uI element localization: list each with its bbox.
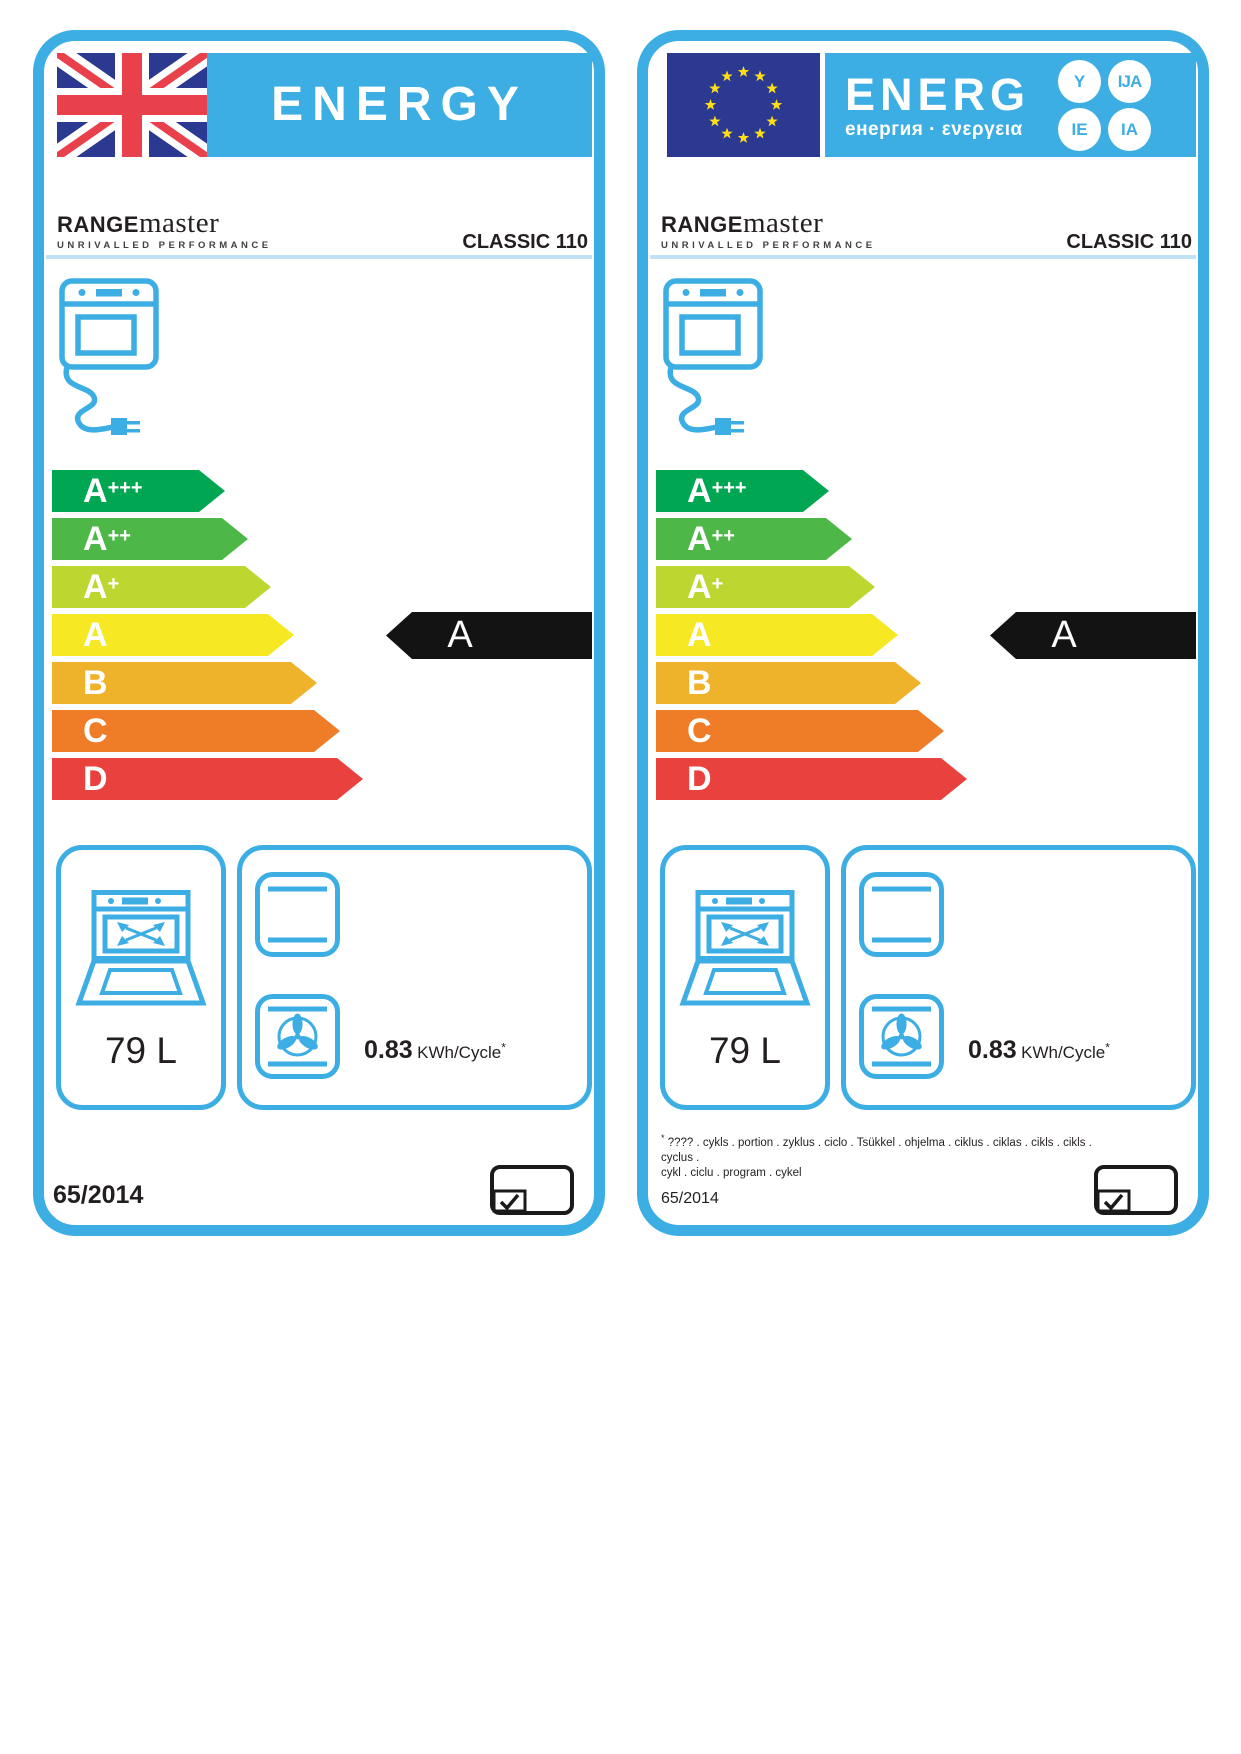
rating-indicator-arrow: A bbox=[386, 612, 592, 659]
brand-name-light: master bbox=[742, 207, 824, 239]
grade-letter: A bbox=[83, 568, 108, 606]
footnote-mark: * bbox=[661, 1133, 665, 1143]
consumption-text: 0.83 KWh/Cycle* bbox=[968, 1036, 1110, 1065]
fiche-checkbox-icon bbox=[1094, 1165, 1178, 1215]
model-name: CLASSIC 110 bbox=[462, 231, 588, 253]
grade-sup: + bbox=[107, 573, 120, 595]
consumption-unit: KWh/Cycle bbox=[417, 1043, 502, 1062]
regulation-number: 65/2014 bbox=[661, 1190, 719, 1207]
grade-letter: A bbox=[687, 520, 712, 558]
grade-letter: C bbox=[83, 712, 108, 750]
grade-arrow-a: A bbox=[656, 614, 898, 656]
grade-letter: A bbox=[687, 616, 712, 654]
rating-value: A bbox=[447, 614, 473, 656]
grade-sup: ++ bbox=[107, 525, 131, 547]
uk-flag-icon bbox=[57, 53, 207, 157]
capacity-box: 79 L bbox=[56, 845, 226, 1110]
grade-arrow-a+: A+ bbox=[52, 566, 271, 608]
energy-title: ENERG bbox=[845, 68, 1031, 120]
grade-arrow-a++: A++ bbox=[656, 518, 852, 560]
brand-logo: RANGEmaster UNRIVALLED PERFORMANCE bbox=[57, 209, 272, 251]
grade-arrow-a: A bbox=[52, 614, 294, 656]
conventional-oven-icon bbox=[859, 872, 944, 957]
grade-sup: +++ bbox=[711, 477, 747, 499]
oven-capacity-icon bbox=[678, 890, 812, 1008]
fan-oven-icon bbox=[255, 994, 340, 1079]
lang-suffix-ie: IE bbox=[1058, 108, 1101, 151]
grade-arrow-b: B bbox=[656, 662, 921, 704]
consumption-box: 0.83 KWh/Cycle* bbox=[841, 845, 1196, 1110]
consumption-footnote-mark: * bbox=[501, 1040, 506, 1055]
brand-name-light: master bbox=[138, 207, 220, 239]
grade-letter: D bbox=[83, 760, 108, 798]
grade-letter: A bbox=[687, 472, 712, 510]
consumption-value: 0.83 bbox=[968, 1036, 1017, 1064]
divider-rule bbox=[650, 255, 1196, 259]
consumption-box: 0.83 KWh/Cycle* bbox=[237, 845, 592, 1110]
energy-banner: ENERGY bbox=[207, 53, 592, 157]
divider-rule bbox=[46, 255, 592, 259]
oven-capacity-icon bbox=[74, 890, 208, 1008]
energy-label-uk: ENERGY RANGEmaster UNRIVALLED PERFORMANC… bbox=[33, 30, 605, 1236]
fiche-checkbox-icon bbox=[490, 1165, 574, 1215]
fan-oven-icon bbox=[859, 994, 944, 1079]
brand-tagline: UNRIVALLED PERFORMANCE bbox=[57, 240, 272, 251]
grade-sup: + bbox=[711, 573, 724, 595]
energy-label-eu: ENERG енергия · ενεργεια Y IJA IE IA RAN… bbox=[637, 30, 1209, 1236]
footnote-line2: cykl . ciclu . program . cykel bbox=[661, 1166, 802, 1179]
grade-letter: A bbox=[83, 616, 108, 654]
rating-indicator-arrow: A bbox=[990, 612, 1196, 659]
oven-plug-icon bbox=[53, 277, 173, 442]
grade-sup: ++ bbox=[711, 525, 735, 547]
grade-letter: C bbox=[687, 712, 712, 750]
energy-title: ENERGY bbox=[271, 78, 528, 131]
grade-arrow-a+: A+ bbox=[656, 566, 875, 608]
brand-name-strong: RANGE bbox=[57, 212, 139, 237]
lang-suffix-y: Y bbox=[1058, 60, 1101, 103]
capacity-box: 79 L bbox=[660, 845, 830, 1110]
grade-arrow-d: D bbox=[52, 758, 363, 800]
grade-letter: B bbox=[687, 664, 712, 702]
grade-letter: A bbox=[687, 568, 712, 606]
brand-name: RANGEmaster bbox=[661, 209, 876, 238]
grade-sup: +++ bbox=[107, 477, 143, 499]
grade-arrow-c: C bbox=[52, 710, 340, 752]
consumption-text: 0.83 KWh/Cycle* bbox=[364, 1036, 506, 1065]
eu-flag-icon bbox=[667, 53, 820, 157]
brand-name: RANGEmaster bbox=[57, 209, 272, 238]
grade-arrow-a+++: A+++ bbox=[52, 470, 225, 512]
footnote-line1: ???? . cykls . portion . zyklus . ciclo … bbox=[661, 1136, 1092, 1164]
grade-letter: D bbox=[687, 760, 712, 798]
capacity-value: 79 L bbox=[708, 1030, 781, 1071]
grade-arrow-d: D bbox=[656, 758, 967, 800]
grade-arrow-a+++: A+++ bbox=[656, 470, 829, 512]
brand-logo: RANGEmaster UNRIVALLED PERFORMANCE bbox=[661, 209, 876, 251]
brand-name-strong: RANGE bbox=[661, 212, 743, 237]
grade-letter: B bbox=[83, 664, 108, 702]
brand-tagline: UNRIVALLED PERFORMANCE bbox=[661, 240, 876, 251]
grade-letter: A bbox=[83, 520, 108, 558]
cycle-footnote: * ???? . cykls . portion . zyklus . cicl… bbox=[661, 1131, 1101, 1181]
rating-value: A bbox=[1051, 614, 1077, 656]
capacity-value: 79 L bbox=[104, 1030, 177, 1071]
consumption-footnote-mark: * bbox=[1105, 1040, 1110, 1055]
lang-suffix-ija: IJA bbox=[1108, 60, 1151, 103]
consumption-unit: KWh/Cycle bbox=[1021, 1043, 1106, 1062]
oven-plug-icon bbox=[657, 277, 777, 442]
grade-arrow-c: C bbox=[656, 710, 944, 752]
grade-arrow-b: B bbox=[52, 662, 317, 704]
consumption-value: 0.83 bbox=[364, 1036, 413, 1064]
regulation-number: 65/2014 bbox=[53, 1181, 144, 1209]
model-name: CLASSIC 110 bbox=[1066, 231, 1192, 253]
conventional-oven-icon bbox=[255, 872, 340, 957]
lang-suffix-ia: IA bbox=[1108, 108, 1151, 151]
grade-arrow-a++: A++ bbox=[52, 518, 248, 560]
grade-letter: A bbox=[83, 472, 108, 510]
energy-subtitle: енергия · ενεργεια bbox=[845, 118, 1023, 140]
